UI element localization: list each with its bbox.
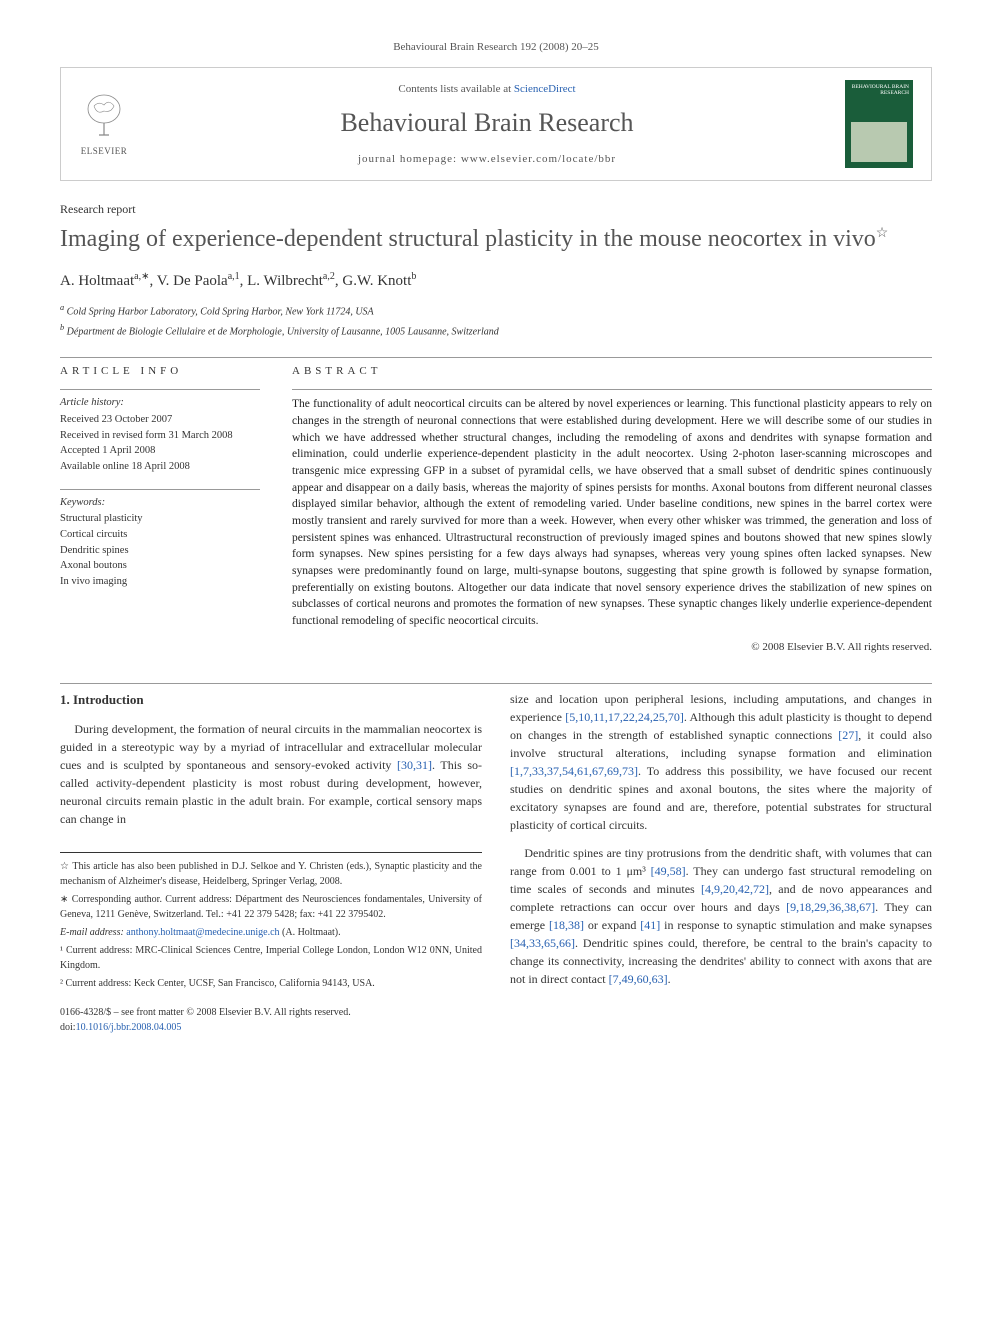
citation-link[interactable]: [5,10,11,17,22,24,25,70] bbox=[565, 710, 684, 724]
homepage-url: www.elsevier.com/locate/bbr bbox=[461, 153, 616, 165]
footnote-star: ☆ This article has also been published i… bbox=[60, 859, 482, 889]
keywords-label: Keywords: bbox=[60, 496, 260, 511]
contents-available: Contents lists available at ScienceDirec… bbox=[147, 82, 827, 97]
citation-link[interactable]: [27] bbox=[838, 728, 858, 742]
citation-link[interactable]: [41] bbox=[640, 918, 660, 932]
footnotes-block: ☆ This article has also been published i… bbox=[60, 852, 482, 991]
abstract-copyright: © 2008 Elsevier B.V. All rights reserved… bbox=[292, 640, 932, 655]
body-columns: 1. Introduction During development, the … bbox=[60, 690, 932, 1035]
cover-text: BEHAVIOURAL BRAIN RESEARCH bbox=[849, 84, 909, 96]
journal-reference: Behavioural Brain Research 192 (2008) 20… bbox=[60, 40, 932, 55]
journal-cover-thumb: BEHAVIOURAL BRAIN RESEARCH bbox=[845, 80, 913, 168]
citation-link[interactable]: [30,31] bbox=[397, 758, 432, 772]
keyword: Axonal boutons bbox=[60, 559, 260, 574]
authors-line: A. Holtmaata,∗, V. De Paolaa,1, L. Wilbr… bbox=[60, 270, 932, 292]
abstract-head: ABSTRACT bbox=[292, 364, 932, 379]
history-item: Received in revised form 31 March 2008 bbox=[60, 429, 260, 444]
info-abstract-row: ARTICLE INFO Article history: Received 2… bbox=[60, 364, 932, 655]
history-item: Received 23 October 2007 bbox=[60, 413, 260, 428]
article-info-head: ARTICLE INFO bbox=[60, 364, 260, 379]
elsevier-logo: ELSEVIER bbox=[79, 91, 129, 158]
front-matter: 0166-4328/$ – see front matter © 2008 El… bbox=[60, 1005, 482, 1020]
divider bbox=[60, 683, 932, 684]
doi-line: doi:10.1016/j.bbr.2008.04.005 bbox=[60, 1020, 482, 1035]
journal-title: Behavioural Brain Research bbox=[147, 105, 827, 141]
citation-link[interactable]: [34,33,65,66] bbox=[510, 936, 575, 950]
keyword: In vivo imaging bbox=[60, 575, 260, 590]
sciencedirect-link[interactable]: ScienceDirect bbox=[514, 83, 576, 95]
email-suffix: (A. Holtmaat). bbox=[280, 927, 341, 938]
citation-link[interactable]: [4,9,20,42,72] bbox=[701, 882, 769, 896]
body-paragraph: Dendritic spines are tiny protrusions fr… bbox=[510, 844, 932, 988]
elsevier-tree-icon bbox=[79, 91, 129, 141]
divider bbox=[60, 357, 932, 358]
abstract-column: ABSTRACT The functionality of adult neoc… bbox=[292, 364, 932, 655]
section-type: Research report bbox=[60, 201, 932, 218]
intro-heading: 1. Introduction bbox=[60, 690, 482, 710]
history-label: Article history: bbox=[60, 396, 260, 411]
footnote-corresponding: ∗ Corresponding author. Current address:… bbox=[60, 892, 482, 922]
left-column: 1. Introduction During development, the … bbox=[60, 690, 482, 1035]
affiliation: a Cold Spring Harbor Laboratory, Cold Sp… bbox=[60, 302, 932, 319]
author: V. De Paolaa,1 bbox=[157, 273, 240, 289]
citation-link[interactable]: [49,58] bbox=[651, 864, 686, 878]
article-history: Article history: Received 23 October 200… bbox=[60, 396, 260, 474]
elsevier-text: ELSEVIER bbox=[81, 145, 128, 158]
history-item: Accepted 1 April 2008 bbox=[60, 444, 260, 459]
author: A. Holtmaata,∗ bbox=[60, 273, 149, 289]
body-paragraph: During development, the formation of neu… bbox=[60, 720, 482, 828]
citation-link[interactable]: [7,49,60,63] bbox=[609, 972, 668, 986]
body-paragraph: size and location upon peripheral lesion… bbox=[510, 690, 932, 834]
footnote-email: E-mail address: anthony.holtmaat@medecin… bbox=[60, 925, 482, 940]
cover-image-placeholder bbox=[851, 122, 907, 162]
homepage-label: journal homepage: bbox=[358, 153, 461, 165]
citation-link[interactable]: [18,38] bbox=[549, 918, 584, 932]
keyword: Structural plasticity bbox=[60, 512, 260, 527]
journal-homepage: journal homepage: www.elsevier.com/locat… bbox=[147, 152, 827, 167]
title-text: Imaging of experience-dependent structur… bbox=[60, 226, 876, 252]
footnote-addr1: ¹ Current address: MRC-Clinical Sciences… bbox=[60, 943, 482, 973]
citation-link[interactable]: [1,7,33,37,54,61,67,69,73] bbox=[510, 764, 638, 778]
right-column: size and location upon peripheral lesion… bbox=[510, 690, 932, 1035]
doi-link[interactable]: 10.1016/j.bbr.2008.04.005 bbox=[76, 1022, 182, 1033]
divider bbox=[60, 389, 260, 390]
history-item: Available online 18 April 2008 bbox=[60, 460, 260, 475]
article-title: Imaging of experience-dependent structur… bbox=[60, 224, 932, 254]
article-info-column: ARTICLE INFO Article history: Received 2… bbox=[60, 364, 260, 655]
keyword: Cortical circuits bbox=[60, 528, 260, 543]
email-label: E-mail address: bbox=[60, 927, 126, 938]
email-link[interactable]: anthony.holtmaat@medecine.unige.ch bbox=[126, 927, 279, 938]
header-center: Contents lists available at ScienceDirec… bbox=[147, 82, 827, 167]
citation-link[interactable]: [9,18,29,36,38,67] bbox=[786, 900, 875, 914]
contents-prefix: Contents lists available at bbox=[398, 83, 513, 95]
footer-row: 0166-4328/$ – see front matter © 2008 El… bbox=[60, 1005, 482, 1035]
journal-header: ELSEVIER Contents lists available at Sci… bbox=[60, 67, 932, 181]
author: G.W. Knottb bbox=[342, 273, 416, 289]
affiliations: a Cold Spring Harbor Laboratory, Cold Sp… bbox=[60, 302, 932, 339]
abstract-text: The functionality of adult neocortical c… bbox=[292, 396, 932, 629]
affiliation: b Départment de Biologie Cellulaire et d… bbox=[60, 322, 932, 339]
divider bbox=[60, 489, 260, 490]
footnote-addr2: ² Current address: Keck Center, UCSF, Sa… bbox=[60, 976, 482, 991]
divider bbox=[292, 389, 932, 390]
title-footnote-star: ☆ bbox=[876, 226, 889, 241]
author: L. Wilbrechta,2 bbox=[247, 273, 335, 289]
keywords-block: Keywords: Structural plasticity Cortical… bbox=[60, 496, 260, 590]
keyword: Dendritic spines bbox=[60, 544, 260, 559]
